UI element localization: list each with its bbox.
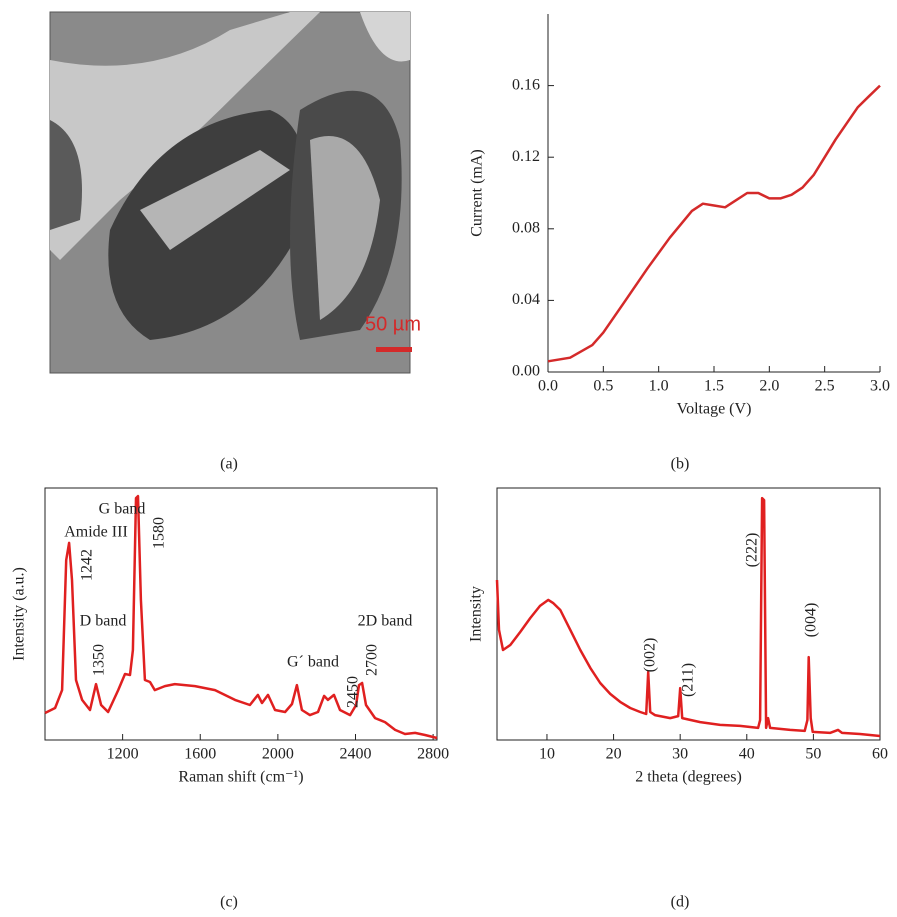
- panel-caption: (d): [671, 894, 690, 911]
- annotation: 1580: [151, 517, 168, 549]
- y-tick-label: 0.16: [512, 76, 540, 93]
- panel-caption: (b): [671, 456, 690, 473]
- x-tick-label: 30: [672, 746, 688, 763]
- annotation: G band: [99, 501, 146, 518]
- x-tick-label: 2.5: [815, 378, 835, 395]
- annotation: (222): [744, 533, 761, 568]
- plot-frame: [44, 487, 438, 741]
- x-tick-label: 1200: [107, 746, 139, 763]
- annotation: 1242: [79, 549, 96, 581]
- data-line: [547, 84, 881, 363]
- data-line: [44, 494, 438, 740]
- data-line: [495, 496, 881, 738]
- y-tick-label: 0.04: [512, 291, 540, 308]
- x-tick-label: 2000: [262, 746, 294, 763]
- x-tick-label: 0.5: [593, 378, 613, 395]
- annotation: (211): [680, 663, 697, 697]
- y-axis-label: Intensity: [468, 586, 485, 642]
- y-tick-label: 0.08: [512, 219, 540, 236]
- panel-caption: (c): [220, 894, 238, 911]
- x-tick-label: 20: [606, 746, 622, 763]
- x-axis-label: Voltage (V): [677, 401, 752, 418]
- x-tick-label: 2800: [417, 746, 449, 763]
- annotation: G´ band: [287, 654, 339, 671]
- panel-caption: (a): [220, 456, 238, 473]
- sem-image: [49, 11, 411, 374]
- annotation: 2700: [364, 644, 381, 676]
- y-axis-label: Current (mA): [469, 149, 486, 237]
- annotation: Amide III: [64, 524, 128, 541]
- y-axis-label: Intensity (a.u.): [11, 567, 28, 661]
- annotation: (002): [642, 638, 659, 673]
- annotation: D band: [80, 613, 127, 630]
- x-tick-label: 3.0: [870, 378, 890, 395]
- x-tick-label: 1600: [184, 746, 216, 763]
- annotation: 2450: [345, 676, 362, 708]
- x-tick-label: 1.0: [649, 378, 669, 395]
- x-tick-label: 1.5: [704, 378, 724, 395]
- annotation: 1350: [91, 644, 108, 676]
- y-tick-label: 0.12: [512, 148, 540, 165]
- annotation: (004): [803, 603, 820, 638]
- x-tick-label: 40: [739, 746, 755, 763]
- y-tick-label: 0.00: [512, 363, 540, 380]
- plot-frame: [496, 487, 881, 741]
- x-tick-label: 50: [805, 746, 821, 763]
- x-tick-label: 0.0: [538, 378, 558, 395]
- x-axis-label: Raman shift (cm⁻¹): [178, 769, 303, 786]
- x-tick-label: 10: [539, 746, 555, 763]
- x-tick-label: 60: [872, 746, 888, 763]
- annotation: 2D band: [358, 613, 413, 630]
- scale-bar: [376, 347, 412, 352]
- x-tick-label: 2400: [339, 746, 371, 763]
- scale-bar-label: 50 µm: [365, 313, 421, 335]
- x-axis-label: 2 theta (degrees): [635, 769, 742, 786]
- x-tick-label: 2.0: [759, 378, 779, 395]
